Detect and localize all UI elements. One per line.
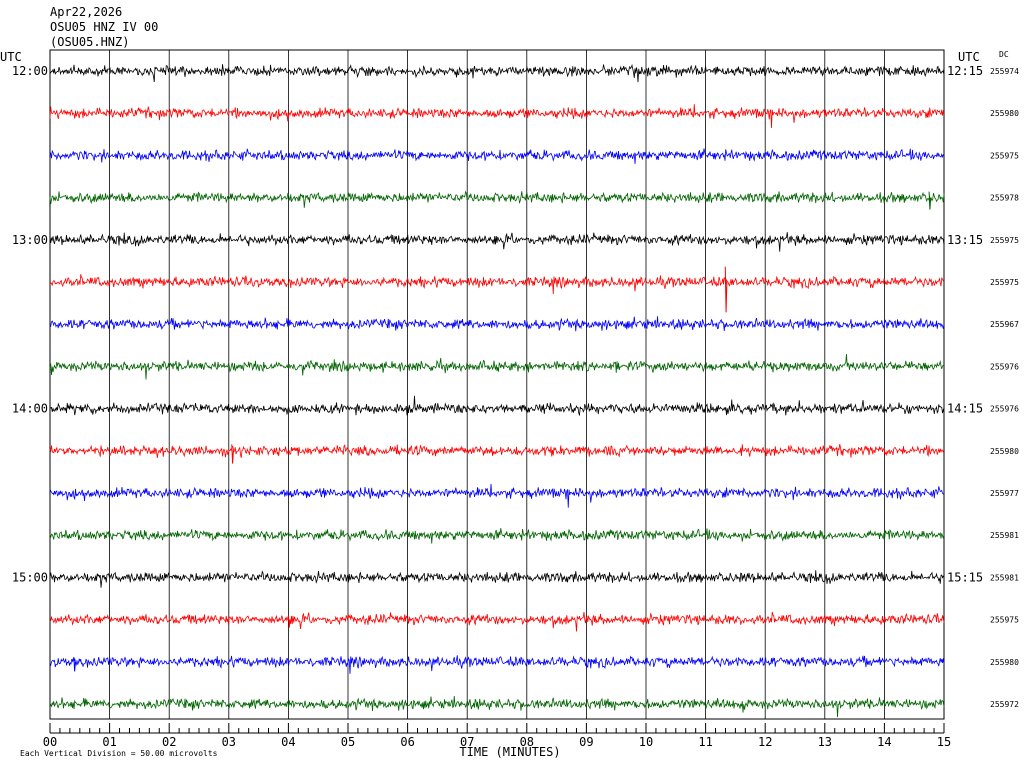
dc-value: 255975	[990, 151, 1019, 160]
dc-value: 255981	[990, 573, 1019, 582]
x-axis-title: TIME (MINUTES)	[459, 745, 560, 759]
x-tick-label: 00	[43, 735, 57, 749]
trace-row-10	[49, 483, 945, 508]
trace-row-1	[49, 104, 945, 129]
x-tick-label: 05	[341, 735, 355, 749]
dc-value: 255981	[990, 531, 1019, 540]
dc-value: 255972	[990, 700, 1019, 709]
plot-frame	[49, 49, 945, 720]
x-tick-label: 11	[698, 735, 712, 749]
dc-value: 255977	[990, 489, 1019, 498]
header-date: Apr22,2026	[50, 5, 122, 19]
header-code: (OSU05.HNZ)	[50, 35, 129, 49]
right-time-label: 13:15	[947, 233, 983, 247]
trace-event-9	[231, 444, 234, 464]
x-tick-label: 03	[222, 735, 236, 749]
x-tick-label: 15	[937, 735, 951, 749]
x-tick-label: 08	[520, 735, 534, 749]
dc-value: 255976	[990, 362, 1019, 371]
left-hour-labels: 12:00 13:00 14:00 15:00	[12, 64, 48, 584]
time-gridlines	[109, 50, 885, 719]
trace-row-15	[49, 696, 945, 718]
right-time-label: 12:15	[947, 64, 983, 78]
left-hour-label: 14:00	[12, 402, 48, 416]
header-station: OSU05 HNZ IV 00	[50, 20, 158, 34]
trace-row-4	[49, 232, 945, 252]
x-tick-label: 01	[102, 735, 116, 749]
trace-row-9	[49, 444, 945, 459]
x-tick-label: 14	[877, 735, 891, 749]
trace-row-7	[49, 353, 945, 380]
x-tick-label: 09	[579, 735, 593, 749]
trace-row-11	[49, 528, 945, 544]
x-tick-label: 13	[818, 735, 832, 749]
left-hour-label: 13:00	[12, 233, 48, 247]
dc-value: 255980	[990, 658, 1019, 667]
x-tick-label: 04	[281, 735, 295, 749]
seismic-traces	[49, 64, 945, 718]
dc-header: DC	[999, 50, 1009, 59]
dc-value: 255980	[990, 447, 1019, 456]
dc-value: 255975	[990, 278, 1019, 287]
trace-row-13	[49, 611, 945, 632]
x-tick-label: 06	[400, 735, 414, 749]
right-time-label: 14:15	[947, 402, 983, 416]
right-time-labels: 12:15 13:15 14:15 15:15	[947, 64, 983, 584]
footnote: Each Vertical Division = 50.00 microvolt…	[20, 749, 218, 758]
left-hour-label: 12:00	[12, 64, 48, 78]
trace-row-6	[49, 316, 945, 332]
dc-value: 255976	[990, 405, 1019, 414]
trace-row-8	[49, 395, 945, 416]
trace-event-3	[928, 191, 932, 210]
x-tick-label: 12	[758, 735, 772, 749]
trace-event-5	[724, 266, 728, 313]
dc-value: 255978	[990, 194, 1019, 203]
trace-event-14	[73, 656, 76, 672]
left-hour-label: 15:00	[12, 570, 48, 584]
trace-row-14	[49, 655, 945, 674]
trace-event-13	[287, 615, 291, 628]
trace-row-3	[49, 190, 945, 208]
trace-row-0	[49, 64, 945, 83]
right-axis-label: UTC	[958, 50, 980, 64]
dc-values: 255974 255980 255975 255978 255975 255975 2559…	[990, 67, 1019, 709]
x-tick-label: 02	[162, 735, 176, 749]
x-axis-ticks: 00 01 02 03 04 05 06 07 08 09 10 11 12 13 14 15	[43, 723, 951, 749]
trace-row-5	[49, 274, 945, 295]
trace-row-12	[49, 570, 945, 588]
right-time-label: 15:15	[947, 570, 983, 584]
left-axis-label: UTC	[0, 50, 22, 64]
x-tick-label: 10	[639, 735, 653, 749]
x-tick-label: 07	[460, 735, 474, 749]
dc-value: 255975	[990, 616, 1019, 625]
trace-row-2	[49, 148, 945, 164]
dc-value: 255975	[990, 236, 1019, 245]
dc-value: 255980	[990, 109, 1019, 118]
dc-value: 255974	[990, 67, 1019, 76]
dc-value: 255967	[990, 320, 1019, 329]
